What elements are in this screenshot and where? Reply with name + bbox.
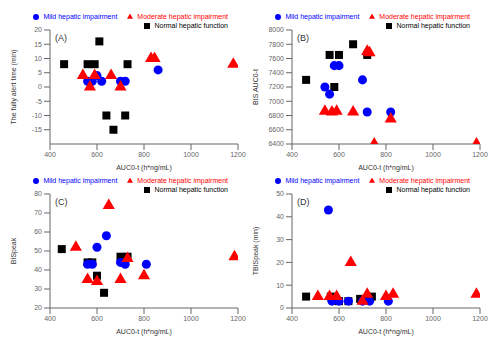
svg-text:800: 800	[138, 315, 150, 322]
svg-text:6400: 6400	[268, 140, 284, 147]
svg-text:1000: 1000	[183, 315, 199, 322]
svg-text:-5: -5	[36, 98, 42, 105]
svg-text:1000: 1000	[425, 315, 441, 322]
svg-text:80: 80	[34, 190, 42, 197]
svg-text:7000: 7000	[268, 98, 284, 105]
svg-text:1200: 1200	[472, 151, 488, 158]
svg-text:400: 400	[44, 315, 56, 322]
svg-text:800: 800	[138, 151, 150, 158]
svg-text:400: 400	[286, 151, 298, 158]
svg-text:1000: 1000	[183, 151, 199, 158]
svg-text:BIS AUC0-t: BIS AUC0-t	[252, 69, 259, 105]
html-text:Normal hepatic function: Normal hepatic function	[396, 186, 470, 193]
svg-text:6600: 6600	[268, 126, 284, 133]
html-text:Normal hepatic function: Normal hepatic function	[154, 22, 228, 29]
svg-text:70: 70	[34, 209, 42, 216]
svg-text:-15: -15	[32, 126, 42, 133]
svg-text:400: 400	[286, 315, 298, 322]
svg-text:(C): (C)	[55, 197, 68, 207]
svg-text:600: 600	[91, 315, 103, 322]
svg-text:30: 30	[34, 285, 42, 292]
svg-text:The fully alert time (min): The fully alert time (min)	[10, 49, 18, 124]
svg-text:AUC0-t (h*ng/mL): AUC0-t (h*ng/mL)	[358, 164, 414, 172]
svg-text:(A): (A)	[55, 33, 67, 43]
svg-text:7200: 7200	[268, 83, 284, 90]
svg-text:1200: 1200	[472, 315, 488, 322]
svg-text:800: 800	[380, 315, 392, 322]
html-text:Moderate hepatic impairment: Moderate hepatic impairment	[379, 177, 470, 184]
html-text:Mild hepatic impairment: Mild hepatic impairment	[43, 177, 118, 184]
svg-text:7400: 7400	[268, 69, 284, 76]
html-text:Normal hepatic function: Normal hepatic function	[396, 22, 470, 29]
svg-text:AUC0-t (h*ng/mL): AUC0-t (h*ng/mL)	[116, 164, 172, 172]
svg-text:10: 10	[34, 55, 42, 62]
svg-text:600: 600	[333, 151, 345, 158]
svg-text:40: 40	[276, 213, 284, 220]
svg-text:600: 600	[333, 315, 345, 322]
svg-text:7800: 7800	[268, 41, 284, 48]
svg-text:(D): (D)	[297, 197, 310, 207]
svg-text:-10: -10	[32, 112, 42, 119]
svg-text:8000: 8000	[268, 26, 284, 33]
svg-text:7600: 7600	[268, 55, 284, 62]
svg-text:30: 30	[276, 236, 284, 243]
html-text:Mild hepatic impairment: Mild hepatic impairment	[43, 13, 118, 20]
svg-text:800: 800	[380, 151, 392, 158]
svg-text:BISpeak: BISpeak	[10, 237, 18, 264]
svg-text:1200: 1200	[230, 151, 246, 158]
svg-text:(B): (B)	[297, 33, 309, 43]
html-text:Moderate hepatic impairment: Moderate hepatic impairment	[137, 13, 228, 20]
svg-text:400: 400	[44, 151, 56, 158]
svg-text:6800: 6800	[268, 112, 284, 119]
svg-text:0: 0	[38, 83, 42, 90]
html-text:Mild hepatic impairment: Mild hepatic impairment	[285, 13, 360, 20]
svg-text:20: 20	[34, 304, 42, 311]
svg-text:50: 50	[34, 247, 42, 254]
svg-text:600: 600	[91, 151, 103, 158]
html-text:Normal hepatic function: Normal hepatic function	[154, 186, 228, 193]
svg-text:5: 5	[38, 69, 42, 76]
svg-text:20: 20	[276, 259, 284, 266]
svg-text:40: 40	[34, 266, 42, 273]
svg-text:60: 60	[34, 228, 42, 235]
svg-text:AUC0-t (h*ng/mL): AUC0-t (h*ng/mL)	[358, 328, 414, 336]
svg-text:50: 50	[276, 190, 284, 197]
svg-text:10: 10	[276, 282, 284, 289]
svg-text:AUC0-t (h*ng/mL): AUC0-t (h*ng/mL)	[116, 328, 172, 336]
svg-text:TBISpeak (min): TBISpeak (min)	[252, 227, 260, 276]
html-text:Moderate hepatic impairment: Moderate hepatic impairment	[137, 177, 228, 184]
svg-text:15: 15	[34, 41, 42, 48]
svg-text:1200: 1200	[230, 315, 246, 322]
svg-text:20: 20	[34, 26, 42, 33]
html-text:Moderate hepatic impairment: Moderate hepatic impairment	[379, 13, 470, 20]
svg-text:1000: 1000	[425, 151, 441, 158]
svg-text:0: 0	[280, 304, 284, 311]
html-text:Mild hepatic impairment: Mild hepatic impairment	[285, 177, 360, 184]
